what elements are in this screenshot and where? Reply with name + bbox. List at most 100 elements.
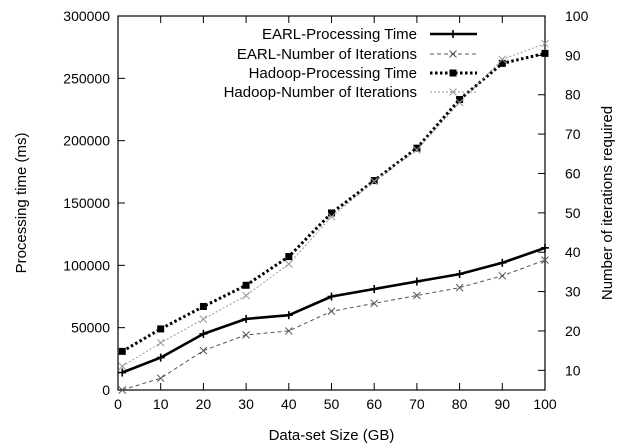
- series-3: [118, 49, 549, 355]
- x-marker-b: [498, 271, 507, 280]
- data-point: [413, 145, 421, 154]
- data-point: [118, 368, 127, 377]
- data-point: [199, 315, 208, 323]
- data-point: [157, 325, 165, 333]
- x-marker-b: [156, 338, 165, 347]
- data-point: [284, 260, 293, 268]
- y2-tick-label: 60: [565, 165, 581, 181]
- data-point: [327, 212, 336, 221]
- x-marker-b: [541, 256, 549, 264]
- data-point: [498, 258, 507, 267]
- data-point: [156, 338, 165, 347]
- y2-tick-label: 90: [565, 47, 581, 63]
- data-point: [284, 327, 293, 335]
- x-tick-label: 30: [238, 396, 254, 412]
- x-marker-b: [327, 212, 336, 221]
- x-tick-label: 10: [153, 396, 169, 412]
- y-tick-label: 50000: [71, 320, 110, 336]
- x-marker-b: [118, 386, 127, 394]
- x-marker-b: [242, 331, 250, 339]
- data-point: [498, 271, 507, 280]
- x-marker-b: [118, 362, 127, 371]
- legend-marker: [449, 30, 457, 38]
- data-point: [541, 243, 549, 252]
- x-marker-b: [284, 327, 293, 335]
- y2-tick-label: 100: [565, 8, 589, 24]
- data-point: [541, 49, 549, 57]
- axes: 0 10 20 30 40 50 60 70 80 90 100 0 50000 100000 150000…: [63, 8, 588, 412]
- y2-tick-label: 40: [565, 244, 581, 260]
- y2-axis-title: Number of iterations required: [599, 106, 616, 300]
- y-tick-label: 150000: [63, 195, 110, 211]
- data-point: [156, 374, 165, 383]
- data-point: [541, 256, 549, 264]
- x-marker-b: [327, 307, 336, 316]
- data-point: [242, 314, 251, 323]
- data-point: [242, 281, 250, 289]
- data-point: [242, 331, 250, 339]
- x-tick-label: 0: [114, 396, 122, 412]
- x-marker-b: [498, 55, 507, 64]
- x-tick-label: 100: [533, 396, 557, 412]
- data-point: [498, 59, 506, 67]
- x-marker-b: [199, 346, 208, 355]
- data-point: [455, 283, 464, 292]
- y-tick-label: 300000: [63, 8, 110, 24]
- y2-tick-label: 70: [565, 126, 581, 142]
- x-marker-b: [455, 283, 464, 292]
- series-line: [121, 51, 546, 353]
- data-point: [455, 270, 464, 279]
- x-marker-b: [449, 50, 457, 58]
- x-marker-b: [370, 177, 379, 186]
- x-marker-b: [413, 291, 421, 300]
- data-point: [370, 177, 379, 186]
- data-point: [242, 291, 250, 300]
- legend-marker: [449, 69, 457, 77]
- x-marker-b: [455, 98, 464, 107]
- data-point: [156, 353, 165, 362]
- x-tick-label: 90: [495, 396, 511, 412]
- legend: EARL-Processing Time EARL-Number of Itera…: [224, 26, 477, 101]
- legend-label: EARL-Processing Time: [262, 26, 417, 43]
- y-tick-label: 0: [102, 382, 110, 398]
- series-line: [122, 259, 546, 391]
- x-marker-b: [541, 39, 549, 48]
- x-marker-b: [449, 88, 457, 96]
- data-point: [199, 346, 208, 355]
- series-layer: [118, 39, 549, 394]
- y2-tick-label: 80: [565, 87, 581, 103]
- data-point: [413, 144, 421, 152]
- y-axis-title: Processing time (ms): [13, 133, 30, 274]
- data-point: [118, 362, 127, 371]
- x-tick-label: 60: [366, 396, 382, 412]
- x-tick-label: 50: [324, 396, 340, 412]
- series-2: [118, 256, 549, 394]
- data-point: [412, 277, 421, 286]
- data-point: [199, 302, 207, 310]
- x-tick-label: 20: [196, 396, 212, 412]
- x-marker-b: [199, 315, 208, 323]
- series-4: [118, 39, 549, 371]
- x-tick-label: 40: [281, 396, 297, 412]
- legend-label: EARL-Number of Iterations: [237, 46, 417, 63]
- data-point: [455, 98, 464, 107]
- y-tick-label: 250000: [63, 70, 110, 86]
- legend-label: Hadoop-Number of Iterations: [224, 84, 417, 101]
- data-point: [327, 307, 336, 316]
- data-point: [199, 329, 208, 338]
- data-point: [370, 177, 378, 185]
- x-tick-label: 70: [409, 396, 425, 412]
- x-tick-label: 80: [452, 396, 468, 412]
- x-marker-b: [413, 145, 421, 154]
- x-marker-b: [370, 299, 379, 308]
- y-tick-label: 100000: [63, 257, 110, 273]
- series-1: [118, 243, 549, 377]
- legend-marker: [449, 50, 457, 58]
- series-line: [121, 246, 546, 374]
- data-point: [118, 386, 127, 394]
- data-point: [370, 285, 379, 294]
- x-axis-title: Data-set Size (GB): [269, 427, 395, 444]
- data-point: [413, 291, 421, 300]
- data-point: [118, 347, 126, 355]
